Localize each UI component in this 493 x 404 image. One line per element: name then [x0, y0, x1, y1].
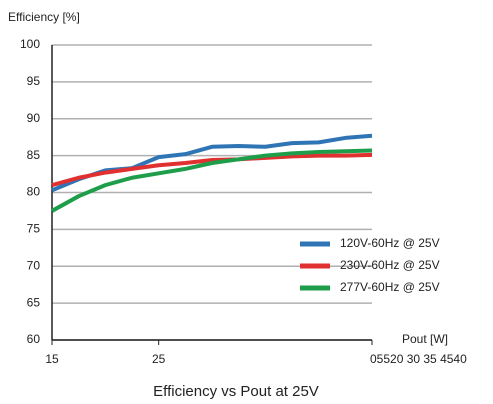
y-axis-label: Efficiency [%]	[8, 10, 80, 24]
y-tick-label: 75	[27, 222, 41, 236]
series-line	[51, 148, 373, 213]
x-axis-label: Pout [W]	[402, 332, 448, 346]
y-tick-label: 70	[27, 258, 41, 272]
x-tick-label: 05520 30 35 4540	[370, 352, 467, 366]
y-tick-label: 85	[27, 148, 41, 162]
x-tick-label: 25	[152, 352, 166, 366]
legend-label: 120V-60Hz @ 25V	[340, 236, 440, 250]
series-line	[51, 133, 373, 193]
chart-title: Efficiency vs Pout at 25V	[153, 383, 319, 400]
y-tick-label: 65	[27, 295, 41, 309]
y-tick-label: 60	[27, 332, 41, 346]
series-line	[51, 152, 373, 188]
y-tick-label: 100	[20, 37, 40, 51]
legend-label: 230V-60Hz @ 25V	[340, 258, 440, 272]
y-tick-label: 80	[27, 185, 41, 199]
legend-label: 277V-60Hz @ 25V	[340, 280, 440, 294]
y-tick-label: 95	[27, 74, 41, 88]
x-tick-label: 15	[45, 352, 59, 366]
y-tick-label: 90	[27, 111, 41, 125]
